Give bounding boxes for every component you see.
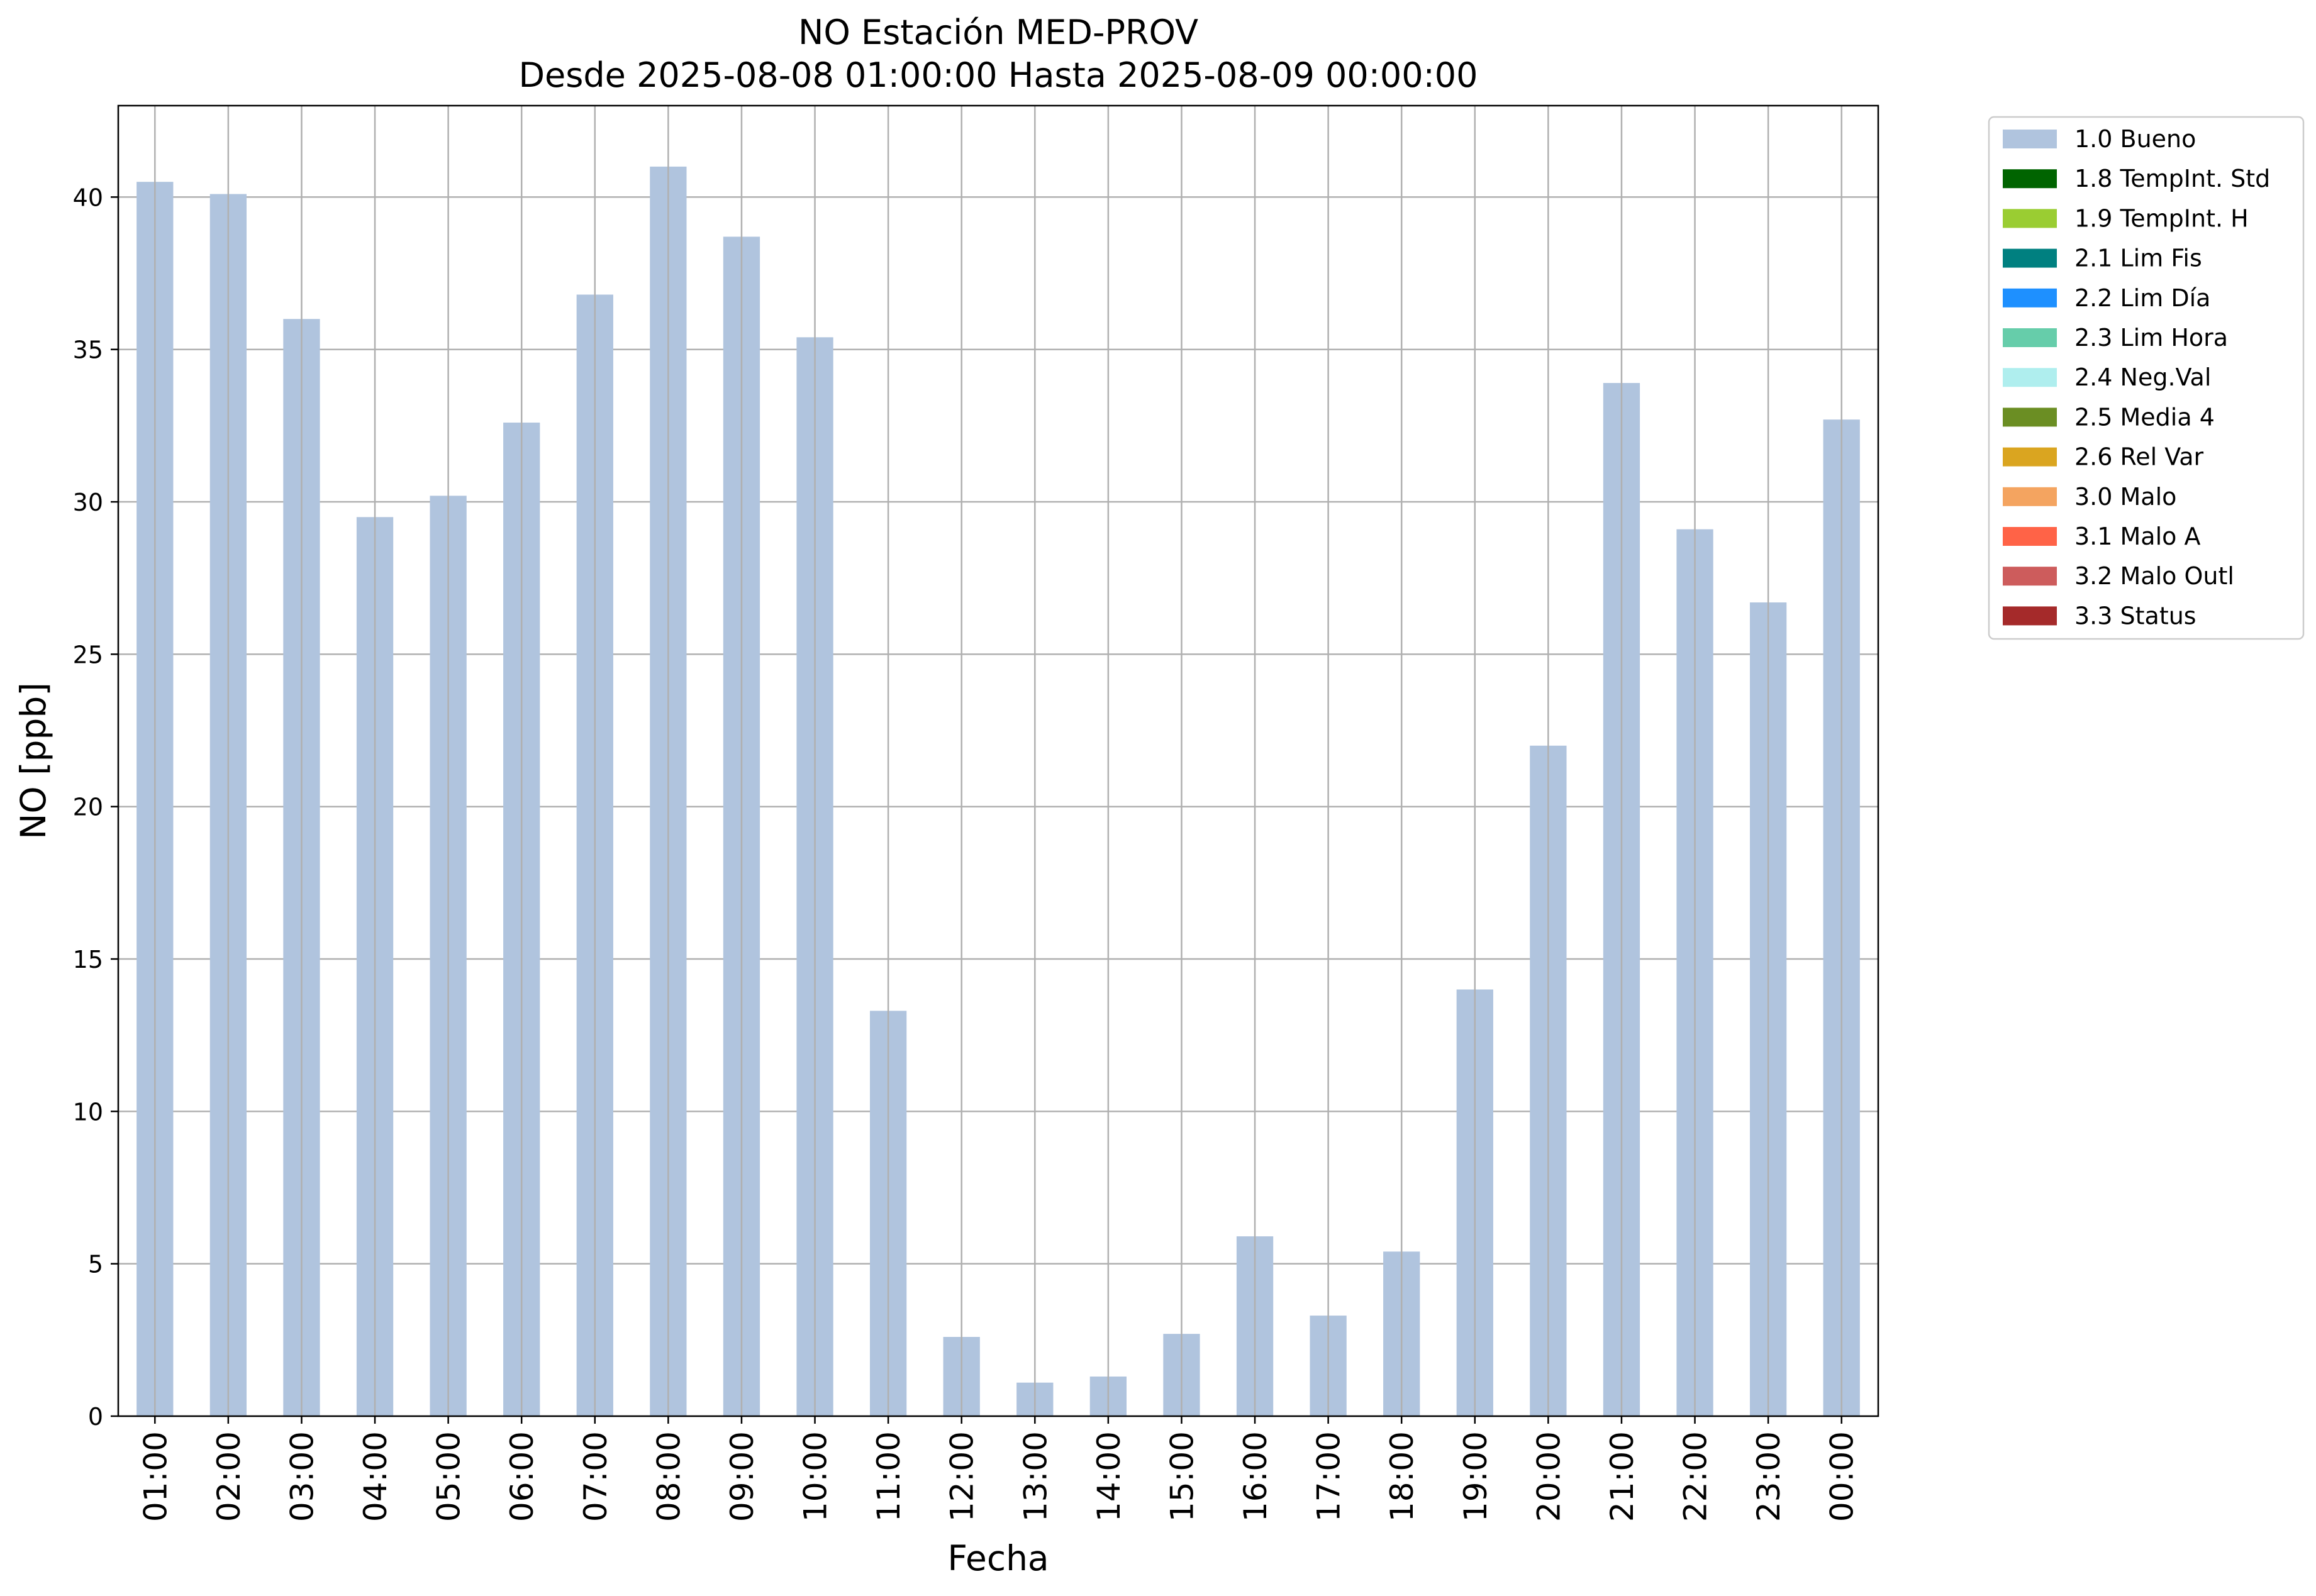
y-tick-label: 5 (88, 1251, 103, 1278)
x-axis: 01:00 02:00 03:00 04:00 05:00 06:00 07:00 08:00… (137, 1416, 1861, 1522)
x-tick-label: 19:00 (1457, 1431, 1494, 1522)
x-tick-label: 01:00 (137, 1431, 174, 1522)
legend-label: 2.2 Lim Día (2074, 284, 2210, 312)
x-tick-label: 16:00 (1237, 1431, 1274, 1522)
x-tick-label: 09:00 (724, 1431, 760, 1522)
grid-layer (118, 196, 1878, 1417)
legend-swatch (2003, 487, 2057, 506)
legend-label: 3.2 Malo Outl (2074, 562, 2234, 590)
x-tick-label: 04:00 (357, 1431, 394, 1522)
legend-label: 2.3 Lim Hora (2074, 324, 2228, 352)
plot-frame (117, 104, 1879, 1417)
legend-items: 1.0 Bueno 1.8 TempInt. Std 1.9 TempInt. H 2… (2003, 125, 2270, 629)
bars-layer (136, 166, 1860, 1417)
legend-label: 1.0 Bueno (2074, 125, 2196, 153)
y-tick-label: 35 (73, 336, 103, 364)
y-tick-label: 15 (73, 946, 103, 973)
x-tick-label: 22:00 (1678, 1431, 1714, 1522)
x-axis-label: Fecha (947, 1538, 1049, 1578)
legend-swatch (2003, 248, 2057, 268)
x-tick-label: 20:00 (1530, 1431, 1567, 1522)
legend-label: 2.6 Rel Var (2074, 443, 2204, 471)
legend-label: 2.4 Neg.Val (2074, 363, 2211, 391)
legend-swatch (2003, 169, 2057, 189)
y-tick-label: 10 (73, 1098, 103, 1126)
legend-label: 2.1 Lim Fis (2074, 245, 2202, 272)
x-tick-label: 00:00 (1824, 1431, 1861, 1522)
legend-label: 3.1 Malo A (2074, 523, 2200, 550)
x-tick-label: 17:00 (1311, 1431, 1347, 1522)
legend-label: 3.0 Malo (2074, 483, 2176, 511)
legend-box (1988, 116, 2305, 640)
legend-label: 3.3 Status (2074, 602, 2196, 629)
y-axis-label: NO [ppb] (13, 682, 53, 840)
legend-swatch (2003, 130, 2057, 148)
legend-label: 1.8 TempInt. Std (2074, 165, 2270, 192)
legend-swatch (2003, 567, 2057, 586)
y-tick-label: 30 (73, 489, 103, 516)
legend-swatch (2003, 407, 2057, 427)
legend-swatch (2003, 209, 2057, 228)
x-tick-label: 11:00 (871, 1431, 907, 1522)
legend: 1.0 Bueno 1.8 TempInt. Std 1.9 TempInt. H 2… (1988, 116, 2305, 640)
legend-swatch (2003, 328, 2057, 347)
vertical-grid-layer (154, 106, 1842, 1416)
x-tick-label: 10:00 (798, 1431, 834, 1522)
legend-swatch (2003, 606, 2057, 626)
legend-swatch (2003, 447, 2057, 467)
x-tick-label: 15:00 (1164, 1431, 1200, 1522)
x-tick-label: 18:00 (1384, 1431, 1420, 1522)
x-tick-label: 08:00 (650, 1431, 687, 1522)
chart-title: NO Estación MED-PROV (798, 13, 1198, 52)
y-axis: 0 5 10 15 20 25 30 35 40 (73, 184, 118, 1431)
x-tick-label: 07:00 (577, 1431, 614, 1522)
chart-subtitle: Desde 2025-08-08 01:00:00 Hasta 2025-08-… (518, 55, 1478, 95)
x-tick-label: 06:00 (504, 1431, 540, 1522)
legend-swatch (2003, 288, 2057, 308)
x-tick-label: 05:00 (431, 1431, 467, 1522)
x-tick-label: 03:00 (284, 1431, 320, 1522)
x-tick-label: 23:00 (1751, 1431, 1787, 1522)
y-tick-label: 0 (88, 1403, 103, 1431)
legend-label: 1.9 TempInt. H (2074, 204, 2249, 232)
x-tick-label: 02:00 (211, 1431, 247, 1522)
x-tick-label: 13:00 (1017, 1431, 1054, 1522)
x-tick-label: 12:00 (944, 1431, 981, 1522)
legend-swatch (2003, 368, 2057, 387)
y-tick-label: 20 (73, 794, 103, 821)
y-tick-label: 25 (73, 641, 103, 668)
y-tick-label: 40 (73, 184, 103, 211)
legend-swatch (2003, 527, 2057, 546)
x-tick-label: 21:00 (1604, 1431, 1640, 1522)
x-tick-label: 14:00 (1091, 1431, 1127, 1522)
legend-label: 2.5 Media 4 (2074, 403, 2215, 431)
